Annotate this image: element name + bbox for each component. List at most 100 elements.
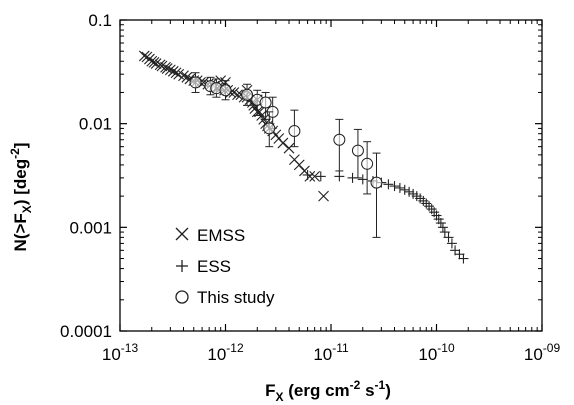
emss-point <box>283 142 295 154</box>
this-study-marker <box>263 122 276 135</box>
this-study-marker <box>288 124 301 137</box>
this-study-point <box>241 83 254 106</box>
this-study-point <box>288 109 301 148</box>
emss-stroke <box>277 137 289 149</box>
emss-stroke <box>304 171 316 182</box>
emss-stroke <box>283 142 295 154</box>
emss-point <box>156 60 168 72</box>
ess-point <box>439 227 450 238</box>
this-study-point <box>370 152 383 238</box>
emss-stroke <box>173 68 185 80</box>
emss-stroke <box>146 55 158 67</box>
this-study-point <box>333 118 346 172</box>
x-tick-label: 10-13 <box>102 341 139 364</box>
axis-ticks: 10-13 10-12 10-11 10-10 10-090.00010.0010.01… <box>60 11 560 364</box>
this-study-marker <box>241 88 254 101</box>
x-tick-label: 10-10 <box>418 341 455 364</box>
this-study-point <box>351 128 364 179</box>
emss-stroke <box>256 110 268 121</box>
this-study-point <box>219 80 232 101</box>
ess-point <box>454 249 465 260</box>
emss-point <box>318 190 329 202</box>
x-tick-label-base: 10 <box>524 345 543 364</box>
x-axis-label-base: F <box>265 381 275 400</box>
plus-marker-icon <box>176 260 188 272</box>
emss-stroke <box>181 71 193 83</box>
emss-point <box>277 137 289 149</box>
emss-stroke <box>138 50 150 62</box>
emss-stroke <box>318 190 329 202</box>
x-axis-label-end: ) <box>385 381 391 400</box>
emss-stroke <box>150 58 162 69</box>
ess-point <box>443 232 454 243</box>
emss-stroke <box>167 65 179 77</box>
x-tick-label-base: 10 <box>313 345 332 364</box>
data-marks <box>138 50 469 264</box>
x-tick-label-exponent: -11 <box>332 341 349 355</box>
emss-point <box>304 171 316 182</box>
this-study-point <box>361 141 374 195</box>
ess-point <box>458 253 469 264</box>
this-study-marker <box>333 133 346 146</box>
emss-point <box>138 50 150 62</box>
emss-stroke <box>164 64 176 76</box>
emss-stroke <box>170 67 182 79</box>
ess-point <box>302 169 313 180</box>
legend-label-emss: EMSS <box>197 226 245 245</box>
y-axis-label-sub: X <box>20 205 34 213</box>
emss-stroke <box>156 60 168 72</box>
emss-point <box>232 89 243 101</box>
this-study-point <box>263 111 276 148</box>
y-axis-label-sup: -2 <box>8 148 22 159</box>
ess-point <box>424 201 435 212</box>
circle-marker-icon <box>175 290 189 304</box>
this-study-point <box>259 91 272 120</box>
emss-stroke <box>148 57 160 68</box>
legend-item-ess: ESS <box>176 257 231 276</box>
emss-stroke <box>161 63 173 74</box>
x-marker-icon <box>175 227 189 241</box>
emss-point <box>150 58 162 69</box>
ess-point <box>399 184 410 195</box>
emss-point <box>178 70 189 82</box>
x-tick-label: 10-12 <box>207 341 244 364</box>
emss-stroke <box>228 87 240 98</box>
ess-point <box>433 214 444 225</box>
ess-point <box>334 171 345 182</box>
plot-area-border <box>119 19 543 332</box>
ess-point <box>383 179 394 190</box>
ess-point <box>404 186 415 197</box>
emss-point <box>164 64 176 76</box>
this-study-point <box>189 72 202 93</box>
ess-point <box>394 182 405 193</box>
y-tick-label: 0.1 <box>88 11 112 30</box>
y-axis-label-end: ] <box>11 143 30 149</box>
emss-point <box>148 57 160 68</box>
emss-stroke <box>293 159 305 171</box>
plot-frame <box>119 19 543 332</box>
this-study-marker <box>361 157 374 170</box>
x-axis-label-mid2: s <box>360 381 374 400</box>
this-study-marker <box>189 76 202 89</box>
ess-point <box>437 222 448 233</box>
this-study-marker <box>370 176 383 189</box>
emss-point <box>309 171 321 182</box>
x-axis-label-sup1: -2 <box>350 378 361 392</box>
ess-point <box>357 174 368 185</box>
ess-point <box>446 238 457 249</box>
ess-point <box>315 171 326 182</box>
emss-point <box>170 67 182 79</box>
x-tick-label-base: 10 <box>207 345 226 364</box>
ess-point <box>450 245 461 256</box>
x-tick-label: 10-09 <box>524 341 561 364</box>
y-tick-label: 0.001 <box>69 218 112 237</box>
this-study-marker <box>259 96 272 109</box>
legend-item-this-study: This study <box>175 288 275 307</box>
this-study-marker <box>351 144 364 157</box>
y-tick-label: 0.01 <box>79 115 112 134</box>
x-tick-label-exponent: -13 <box>121 341 139 355</box>
x-axis-label-sub: X <box>276 390 284 404</box>
ess-point <box>435 218 446 229</box>
emss-stroke <box>309 171 321 182</box>
